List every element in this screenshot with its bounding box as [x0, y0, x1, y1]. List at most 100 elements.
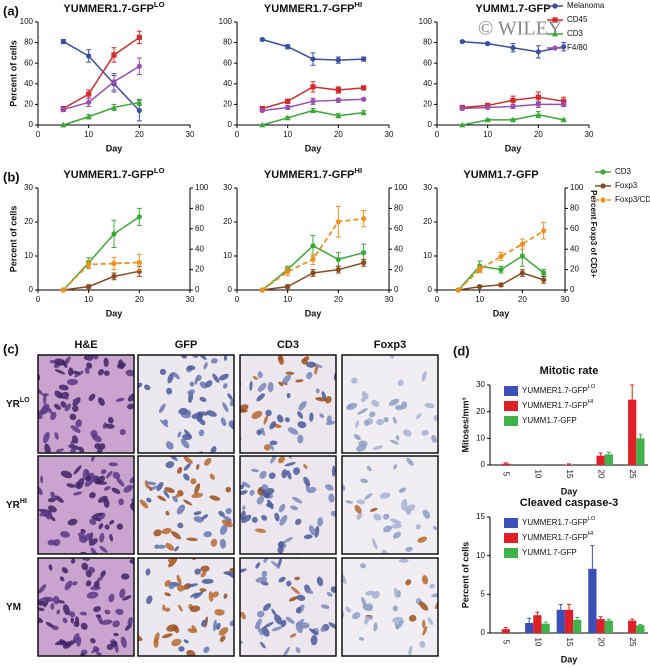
- nucleus: [290, 505, 298, 511]
- nucleus: [261, 484, 269, 491]
- nucleus: [191, 412, 204, 420]
- nucleus: [68, 444, 80, 450]
- nucleus: [71, 558, 76, 564]
- micrograph: [38, 558, 134, 656]
- nucleus: [116, 477, 125, 487]
- nucleus: [187, 365, 196, 371]
- nucleus: [281, 469, 288, 479]
- micrograph: [240, 558, 336, 667]
- marker: [335, 256, 341, 262]
- nucleus: [373, 513, 382, 521]
- nucleus: [91, 516, 102, 522]
- y-tick-label: 100: [219, 17, 233, 26]
- nucleus: [187, 389, 195, 396]
- bar: [588, 568, 597, 633]
- nucleus: [328, 493, 335, 503]
- marker: [535, 111, 542, 118]
- nucleus: [383, 525, 392, 533]
- nucleus: [100, 570, 106, 578]
- bar: [501, 629, 510, 633]
- x-tick-label: 30: [585, 130, 594, 139]
- marker: [600, 169, 606, 175]
- nucleus: [354, 504, 362, 514]
- nucleus: [73, 621, 80, 628]
- nucleus: [138, 382, 143, 389]
- nucleus: [261, 429, 266, 436]
- marker: [111, 52, 117, 58]
- nucleus: [346, 403, 354, 409]
- nucleus: [371, 399, 380, 407]
- nucleus: [191, 492, 204, 499]
- nucleus: [214, 609, 225, 616]
- nucleus: [194, 376, 199, 385]
- series-line: [63, 270, 140, 291]
- tile-border: [37, 557, 135, 657]
- legend-label-main: CD3: [567, 29, 584, 38]
- nucleus: [111, 640, 118, 648]
- y-tick-label: 60: [423, 58, 432, 67]
- nucleus: [316, 576, 324, 587]
- row-label-main: YR: [6, 399, 21, 410]
- nucleus: [177, 467, 183, 474]
- bar: [628, 399, 637, 465]
- nucleus: [119, 429, 126, 436]
- nucleus: [119, 588, 126, 599]
- marker: [310, 84, 316, 90]
- y-tick-label: 0: [428, 285, 433, 294]
- marker: [541, 270, 547, 276]
- nucleus: [285, 371, 295, 375]
- nucleus: [257, 371, 263, 379]
- tile-border: [239, 354, 337, 454]
- nucleus: [94, 443, 102, 450]
- nucleus: [113, 632, 119, 637]
- nucleus: [372, 445, 384, 451]
- y-tick-label: 30: [24, 183, 33, 192]
- nucleus: [112, 471, 121, 480]
- nucleus: [200, 571, 207, 578]
- bar: [564, 609, 574, 633]
- marker: [519, 270, 525, 276]
- x-tick-label: 0: [435, 295, 440, 304]
- nucleus: [427, 617, 433, 626]
- marker: [259, 121, 266, 128]
- chart-title-sup: HI: [354, 166, 362, 175]
- marker: [60, 106, 66, 113]
- legend-label: Foxp3: [615, 181, 638, 190]
- nucleus: [439, 397, 447, 404]
- nucleus: [241, 481, 251, 488]
- bar: [604, 454, 613, 465]
- tile-border: [137, 557, 235, 657]
- chart-title-main: YUMM1.7-GFP: [463, 169, 538, 181]
- nucleus: [166, 624, 178, 632]
- nucleus: [261, 626, 270, 637]
- nucleus: [284, 417, 290, 423]
- nucleus: [70, 425, 81, 433]
- nucleus: [210, 538, 218, 547]
- nucleus: [415, 524, 421, 530]
- marker: [498, 253, 504, 259]
- y2-tick-label: 20: [195, 265, 204, 274]
- y-tick-label: 0: [228, 120, 233, 129]
- nucleus: [131, 497, 134, 504]
- nucleus: [166, 387, 173, 395]
- nucleus: [295, 606, 302, 614]
- nucleus: [271, 560, 281, 569]
- nucleus: [30, 421, 38, 433]
- nucleus: [201, 514, 209, 520]
- marker: [560, 116, 567, 123]
- nucleus: [93, 581, 100, 588]
- nucleus: [115, 608, 124, 615]
- legend-label: CD45: [567, 15, 588, 24]
- bar: [636, 625, 645, 633]
- nucleus: [254, 657, 261, 667]
- nucleus: [200, 565, 210, 572]
- chart-title-sup: LO: [154, 0, 165, 9]
- y-tick-label: 0: [481, 628, 486, 637]
- nucleus: [223, 355, 228, 361]
- nucleus: [54, 369, 66, 375]
- chart-title: YUMM1.7-GFP: [463, 169, 538, 181]
- x-tick-label: 0: [435, 130, 440, 139]
- y-tick-label: 20: [223, 217, 232, 226]
- nucleus: [40, 475, 44, 484]
- nucleus: [360, 563, 366, 569]
